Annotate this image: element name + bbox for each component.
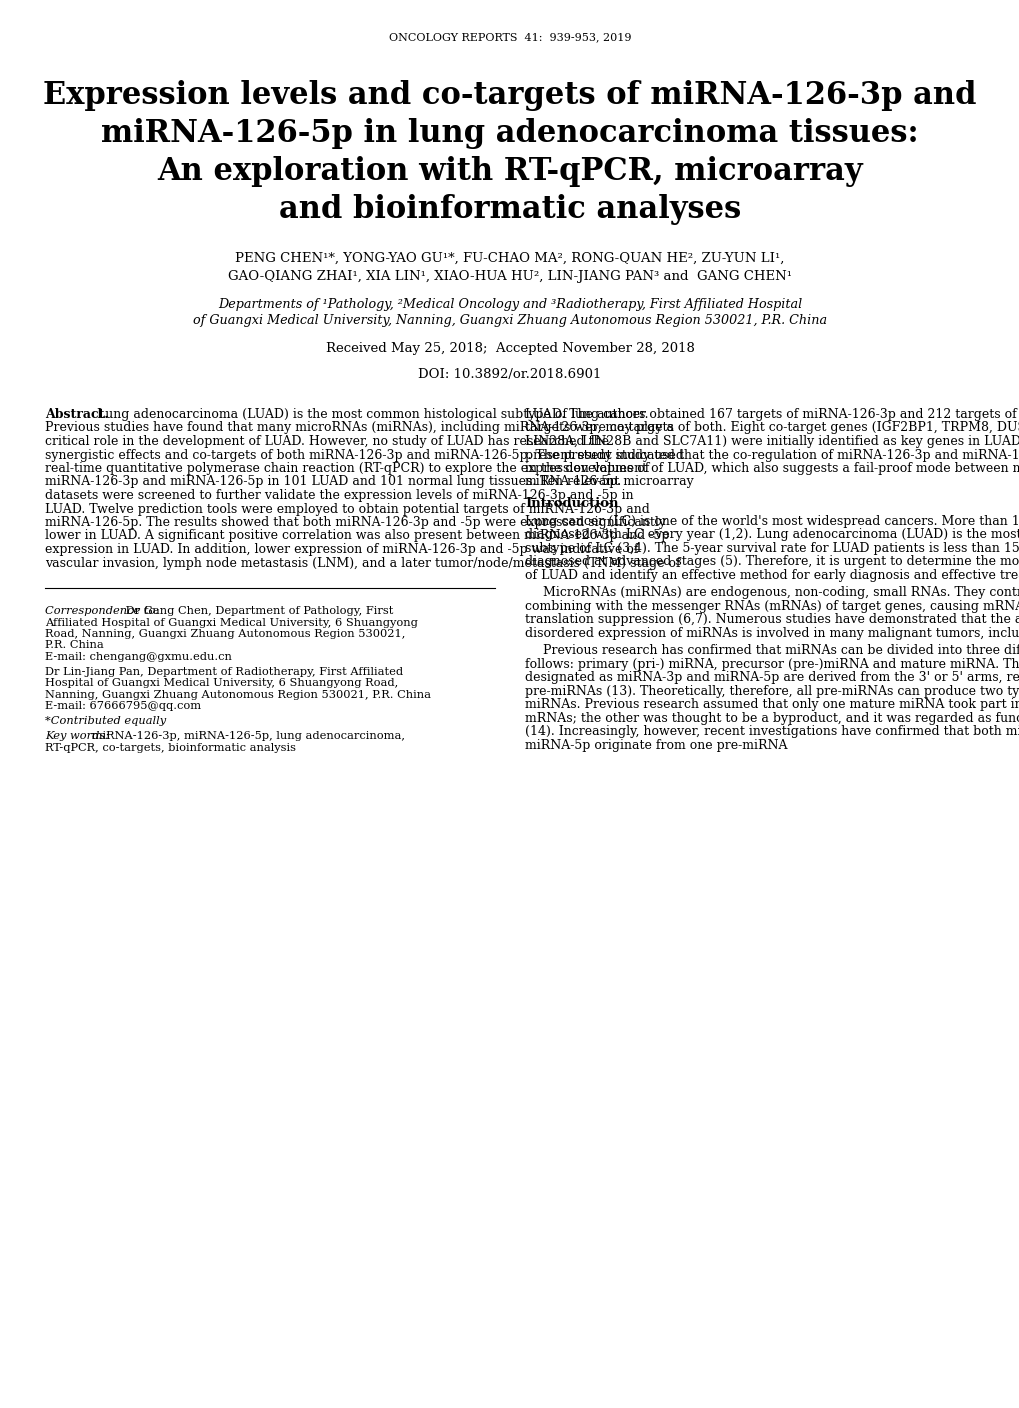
Text: Introduction: Introduction [525,497,618,510]
Text: synergistic effects and co-targets of both miRNA-126-3p and miRNA-126-5p. The pr: synergistic effects and co-targets of bo… [45,449,684,462]
Text: Nanning, Guangxi Zhuang Autonomous Region 530021, P.R. China: Nanning, Guangxi Zhuang Autonomous Regio… [45,690,431,700]
Text: LIN28A, LIN28B and SLC7A11) were initially identified as key genes in LUAD. The : LIN28A, LIN28B and SLC7A11) were initial… [525,435,1019,448]
Text: LUAD. The authors obtained 167 targets of miRNA-126-3p and 212 targets of miRNA-: LUAD. The authors obtained 167 targets o… [525,408,1019,421]
Text: combining with the messenger RNAs (mRNAs) of target genes, causing mRNA degradat: combining with the messenger RNAs (mRNAs… [525,600,1019,612]
Text: of LUAD and identify an effective method for early diagnosis and effective treat: of LUAD and identify an effective method… [525,569,1019,582]
Text: Road, Nanning, Guangxi Zhuang Autonomous Region 530021,: Road, Nanning, Guangxi Zhuang Autonomous… [45,629,405,639]
Text: An exploration with RT-qPCR, microarray: An exploration with RT-qPCR, microarray [157,156,862,187]
Text: PENG CHEN¹*, YONG-YAO GU¹*, FU-CHAO MA², RONG-QUAN HE², ZU-YUN LI¹,: PENG CHEN¹*, YONG-YAO GU¹*, FU-CHAO MA²,… [235,252,784,265]
Text: ONCOLOGY REPORTS  41:  939-953, 2019: ONCOLOGY REPORTS 41: 939-953, 2019 [388,32,631,42]
Text: miRNA-126-5p. The results showed that both miRNA-126-3p and -5p were expressed s: miRNA-126-5p. The results showed that bo… [45,515,665,529]
Text: designated as miRNA-3p and miRNA-5p are derived from the 3' or 5' arms, respecti: designated as miRNA-3p and miRNA-5p are … [525,672,1019,684]
Text: diagnosed with LC every year (1,2). Lung adenocarcinoma (LUAD) is the most commo: diagnosed with LC every year (1,2). Lung… [525,528,1019,541]
Text: E-mail: 67666795@qq.com: E-mail: 67666795@qq.com [45,701,201,711]
Text: Correspondence to:: Correspondence to: [45,605,159,617]
Text: Abstract.: Abstract. [45,408,109,421]
Text: lower in LUAD. A significant positive correlation was also present between miRNA: lower in LUAD. A significant positive co… [45,529,668,542]
Text: present study indicated that the co-regulation of miRNA-126-3p and miRNA-126-5p : present study indicated that the co-regu… [525,449,1019,462]
Text: miRNA-126-3p and miRNA-126-5p in 101 LUAD and 101 normal lung tissues. Ten relev: miRNA-126-3p and miRNA-126-5p in 101 LUA… [45,476,693,489]
Text: pre-miRNAs (13). Theoretically, therefore, all pre-miRNAs can produce two types : pre-miRNAs (13). Theoretically, therefor… [525,684,1019,698]
Text: miRNAs. Previous research assumed that only one mature miRNA took part in regula: miRNAs. Previous research assumed that o… [525,698,1019,711]
Text: miRNA-126-3p, miRNA-126-5p, lung adenocarcinoma,: miRNA-126-3p, miRNA-126-5p, lung adenoca… [88,731,405,742]
Text: critical role in the development of LUAD. However, no study of LUAD has research: critical role in the development of LUAD… [45,435,608,448]
Text: GAO-QIANG ZHAI¹, XIA LIN¹, XIAO-HUA HU², LIN-JIANG PAN³ and  GANG CHEN¹: GAO-QIANG ZHAI¹, XIA LIN¹, XIAO-HUA HU²,… [228,270,791,283]
Text: *Contributed equally: *Contributed equally [45,717,166,727]
Text: real-time quantitative polymerase chain reaction (RT-qPCR) to explore the expres: real-time quantitative polymerase chain … [45,462,649,474]
Text: translation suppression (6,7). Numerous studies have demonstrated that the aberr: translation suppression (6,7). Numerous … [525,612,1019,627]
Text: Received May 25, 2018;  Accepted November 28, 2018: Received May 25, 2018; Accepted November… [325,342,694,355]
Text: MicroRNAs (miRNAs) are endogenous, non-coding, small RNAs. They control gene exp: MicroRNAs (miRNAs) are endogenous, non-c… [542,586,1019,600]
Text: E-mail: chengang@gxmu.edu.cn: E-mail: chengang@gxmu.edu.cn [45,652,231,662]
Text: Departments of ¹Pathology, ²Medical Oncology and ³Radiotherapy, First Affiliated: Departments of ¹Pathology, ²Medical Onco… [218,298,801,311]
Text: Expression levels and co-targets of miRNA-126-3p and: Expression levels and co-targets of miRN… [43,80,976,111]
Text: in the development of LUAD, which also suggests a fail-proof mode between miRNA-: in the development of LUAD, which also s… [525,462,1019,474]
Text: LUAD. Twelve prediction tools were employed to obtain potential targets of miRNA: LUAD. Twelve prediction tools were emplo… [45,503,649,515]
Text: subtype of LC (3,4). The 5-year survival rate for LUAD patients is less than 15%: subtype of LC (3,4). The 5-year survival… [525,542,1019,555]
Text: miRNA-5p originate from one pre-miRNA: miRNA-5p originate from one pre-miRNA [525,739,787,752]
Text: datasets were screened to further validate the expression levels of miRNA-126-3p: datasets were screened to further valida… [45,489,633,503]
Text: of Guangxi Medical University, Nanning, Guangxi Zhuang Autonomous Region 530021,: of Guangxi Medical University, Nanning, … [193,314,826,327]
Text: diagnosed at advanced stages (5). Therefore, it is urgent to determine the molec: diagnosed at advanced stages (5). Theref… [525,555,1019,567]
Text: RT-qPCR, co-targets, bioinformatic analysis: RT-qPCR, co-targets, bioinformatic analy… [45,743,296,753]
Text: Hospital of Guangxi Medical University, 6 Shuangyong Road,: Hospital of Guangxi Medical University, … [45,679,397,689]
Text: expression in LUAD. In addition, lower expression of miRNA-126-3p and -5p was in: expression in LUAD. In addition, lower e… [45,543,638,556]
Text: (14). Increasingly, however, recent investigations have confirmed that both miRN: (14). Increasingly, however, recent inve… [525,725,1019,738]
Text: Key words:: Key words: [45,731,109,742]
Text: Lung adenocarcinoma (LUAD) is the most common histological subtype of lung cance: Lung adenocarcinoma (LUAD) is the most c… [97,408,648,421]
Text: P.R. China: P.R. China [45,641,104,650]
Text: miRNA-126-5p.: miRNA-126-5p. [525,476,622,489]
Text: Dr Lin-Jiang Pan, Department of Radiotherapy, First Affiliated: Dr Lin-Jiang Pan, Department of Radiothe… [45,667,403,677]
Text: Affiliated Hospital of Guangxi Medical University, 6 Shuangyong: Affiliated Hospital of Guangxi Medical U… [45,618,418,628]
Text: vascular invasion, lymph node metastasis (LNM), and a later tumor/node/metastasi: vascular invasion, lymph node metastasis… [45,556,680,569]
Text: follows: primary (pri-) miRNA, precursor (pre-)miRNA and mature miRNA. The matur: follows: primary (pri-) miRNA, precursor… [525,658,1019,670]
Text: Dr Gang Chen, Department of Pathology, First: Dr Gang Chen, Department of Pathology, F… [121,605,392,617]
Text: DOI: 10.3892/or.2018.6901: DOI: 10.3892/or.2018.6901 [418,367,601,382]
Text: miRNA-126-5p in lung adenocarcinoma tissues:: miRNA-126-5p in lung adenocarcinoma tiss… [101,118,918,149]
Text: Previous research has confirmed that miRNAs can be divided into three different : Previous research has confirmed that miR… [542,645,1019,658]
Text: mRNAs; the other was thought to be a byproduct, and it was regarded as functiona: mRNAs; the other was thought to be a byp… [525,711,1019,725]
Text: and bioinformatic analyses: and bioinformatic analyses [278,194,741,225]
Text: targets were co-targets of both. Eight co-target genes (IGF2BP1, TRPM8, DUSP4, S: targets were co-targets of both. Eight c… [525,421,1019,435]
Text: Lung cancer (LC) is one of the world's most widespread cancers. More than 1.5 mi: Lung cancer (LC) is one of the world's m… [525,514,1019,528]
Text: disordered expression of miRNAs is involved in many malignant tumors, including : disordered expression of miRNAs is invol… [525,627,1019,639]
Text: Previous studies have found that many microRNAs (miRNAs), including miRNA-126-3p: Previous studies have found that many mi… [45,421,674,435]
